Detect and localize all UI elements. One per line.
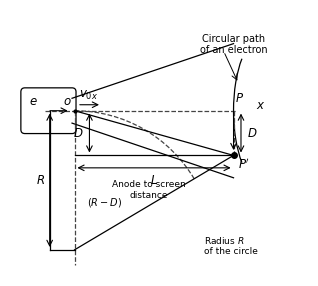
- Text: Radius $R$
of the circle: Radius $R$ of the circle: [204, 235, 258, 256]
- Text: $L$: $L$: [150, 174, 158, 187]
- Text: $P$: $P$: [235, 92, 244, 105]
- Text: $o$: $o$: [63, 95, 72, 108]
- Text: Circular path
of an electron: Circular path of an electron: [200, 34, 267, 55]
- Text: $P'$: $P'$: [238, 158, 250, 172]
- Text: $R$: $R$: [36, 174, 45, 187]
- Text: $x$: $x$: [256, 99, 265, 112]
- Text: $(R - D)$: $(R - D)$: [87, 196, 122, 209]
- Text: $v_{0x}$: $v_{0x}$: [79, 89, 98, 102]
- Text: $e$: $e$: [30, 95, 38, 108]
- Text: $D$: $D$: [73, 127, 83, 140]
- Text: $D$: $D$: [247, 127, 258, 140]
- Text: Anode to screen
distance: Anode to screen distance: [112, 180, 186, 200]
